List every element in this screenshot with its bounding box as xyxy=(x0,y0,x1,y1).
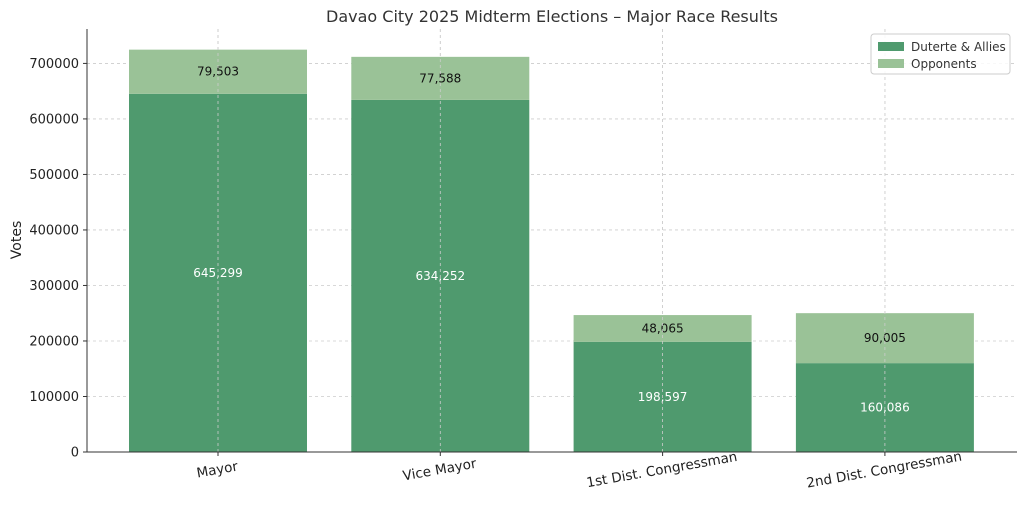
bar-labels: 645,29979,503634,25277,588198,59748,0651… xyxy=(193,29,910,452)
y-tick-label: 500000 xyxy=(29,168,79,183)
y-tick-label: 400000 xyxy=(29,223,79,238)
legend: Duterte & Allies Opponents xyxy=(870,33,1011,75)
data-label-opponents: 48,065 xyxy=(642,321,684,335)
y-axis-label: Votes xyxy=(9,221,25,259)
x-tick-label: Vice Mayor xyxy=(402,456,479,485)
x-tick-label: 2nd Dist. Congressman xyxy=(805,449,963,492)
x-tick-label: Mayor xyxy=(195,458,239,481)
y-tick-label: 200000 xyxy=(29,334,79,349)
y-tick-label: 100000 xyxy=(29,390,79,405)
legend-swatch xyxy=(878,59,904,68)
legend-label: Duterte & Allies xyxy=(911,40,1006,54)
chart-title: Davao City 2025 Midterm Elections – Majo… xyxy=(326,7,778,26)
y-tick-label: 600000 xyxy=(29,112,79,127)
y-tick-label: 700000 xyxy=(29,57,79,72)
x-tick-label: 1st Dist. Congressman xyxy=(585,449,738,491)
data-label-opponents: 90,005 xyxy=(864,331,906,345)
y-tick-label: 300000 xyxy=(29,279,79,294)
data-label-duterte-allies: 645,299 xyxy=(193,266,243,280)
legend-label: Opponents xyxy=(911,57,977,71)
bars xyxy=(129,49,974,453)
legend-swatch xyxy=(878,42,904,51)
y-tick-label: 0 xyxy=(71,446,79,461)
legend-box xyxy=(870,33,1011,75)
bar-duterte-allies xyxy=(129,93,307,452)
